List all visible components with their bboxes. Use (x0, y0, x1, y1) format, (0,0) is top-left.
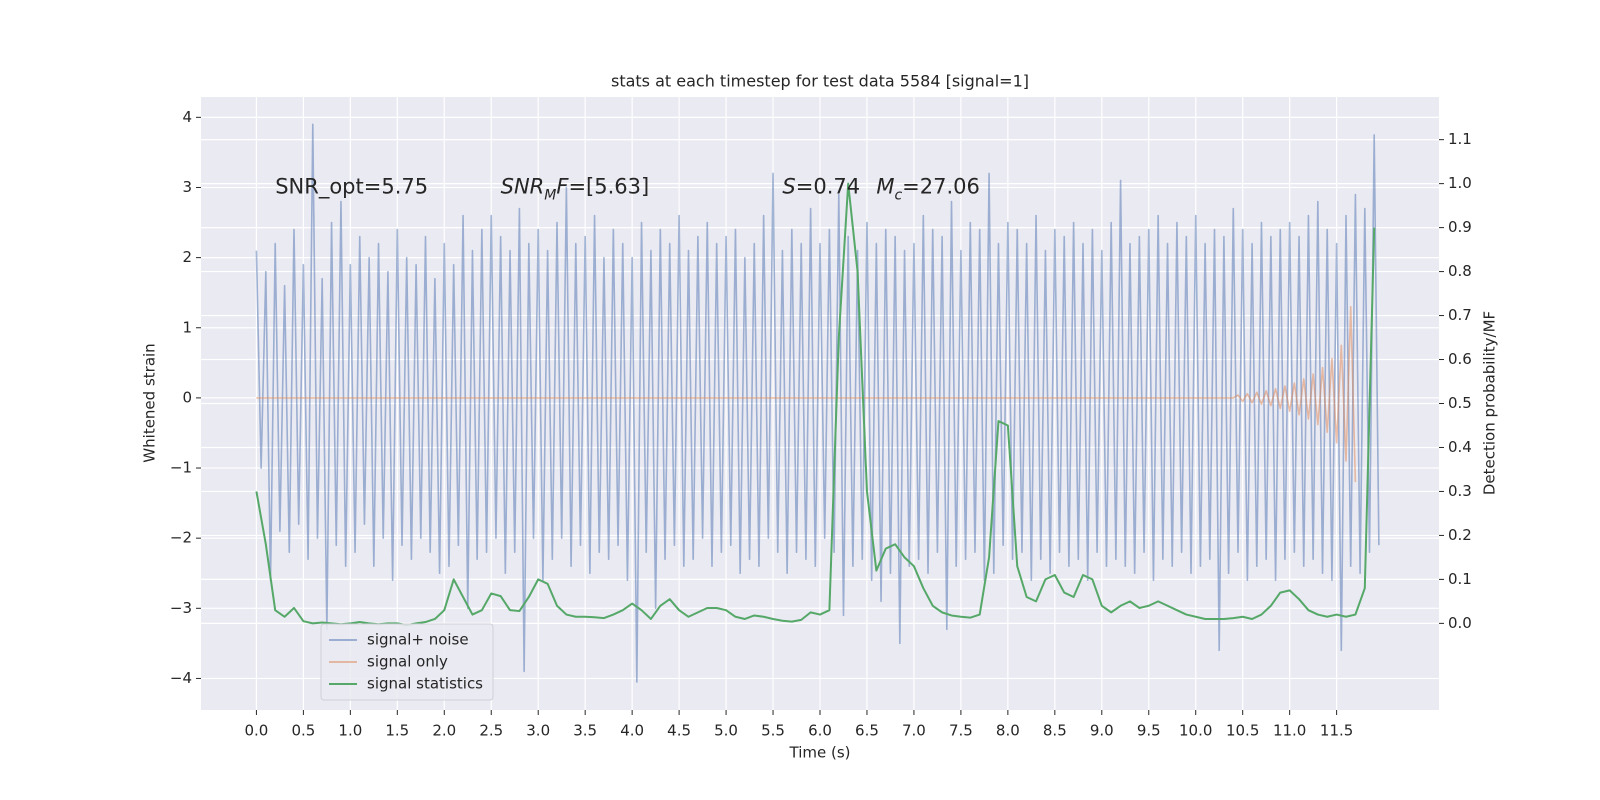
y-tick-label: 3 (182, 178, 192, 196)
x-tick-label: 6.0 (808, 722, 832, 740)
x-tick-label: 0.0 (244, 722, 268, 740)
annotation-part: SNR_opt=5.75 (275, 174, 428, 199)
y2-tick-label: 0.3 (1448, 482, 1472, 500)
x-tick-label: 3.0 (526, 722, 550, 740)
annotation-part: c (894, 187, 902, 203)
annotation-part: =[5.63] (568, 174, 649, 198)
y2-axis-label: Detection probability/MF (1481, 311, 1499, 495)
annotation-part: M (544, 187, 556, 203)
x-tick-label: 9.0 (1090, 722, 1114, 740)
annotation: SNR_opt=5.75 (275, 174, 428, 199)
series-line (256, 305, 1357, 483)
x-tick-label: 2.0 (432, 722, 456, 740)
y2-tick-label: 0.1 (1448, 570, 1472, 588)
y-tick-label: −3 (170, 599, 192, 617)
x-tick-label: 5.5 (761, 722, 785, 740)
x-tick-label: 7.0 (902, 722, 926, 740)
y2-tick-label: 0.2 (1448, 526, 1472, 544)
annotation-part: SNR (501, 174, 545, 198)
annotation: Mc=27.06 (876, 174, 980, 203)
x-tick-label: 4.0 (620, 722, 644, 740)
annotation: S=0.74 (782, 174, 860, 198)
x-tick-label: 1.5 (385, 722, 409, 740)
y2-tick-label: 0.8 (1448, 262, 1472, 280)
x-tick-label: 1.0 (338, 722, 362, 740)
y-tick-label: −1 (170, 459, 192, 477)
x-tick-label: 9.5 (1137, 722, 1161, 740)
y-tick-label: −2 (170, 529, 192, 547)
y-tick-label: 4 (182, 108, 192, 126)
x-tick-label: 8.5 (1043, 722, 1067, 740)
legend-box (320, 623, 494, 701)
y-axis-label: Whitened strain (141, 343, 159, 462)
y-tick-label: 1 (182, 318, 192, 336)
annotation-part: =0.74 (796, 174, 860, 198)
x-tick-label: 0.5 (291, 722, 315, 740)
x-tick-label: 11.0 (1273, 722, 1306, 740)
annotation: SNRMF=[5.63] (501, 174, 650, 203)
y-tick-label: 0 (182, 388, 192, 406)
y2-tick-label: 0.4 (1448, 438, 1472, 456)
x-tick-label: 10.5 (1226, 722, 1259, 740)
series-line (255, 182, 1376, 627)
y2-tick-label: 1.1 (1448, 130, 1472, 148)
x-axis-label: Time (s) (789, 744, 851, 762)
x-tick-label: 10.0 (1179, 722, 1212, 740)
x-tick-label: 6.5 (855, 722, 879, 740)
x-tick-label: 11.5 (1320, 722, 1353, 740)
x-tick-label: 2.5 (479, 722, 503, 740)
y2-tick-label: 0.7 (1448, 306, 1472, 324)
x-tick-label: 4.5 (667, 722, 691, 740)
y2-tick-label: 1.0 (1448, 174, 1472, 192)
x-tick-label: 7.5 (949, 722, 973, 740)
chart-title: stats at each timestep for test data 558… (611, 72, 1029, 91)
y2-tick-label: 0.0 (1448, 614, 1472, 632)
x-tick-label: 3.5 (573, 722, 597, 740)
x-tick-label: 8.0 (996, 722, 1020, 740)
annotation-part: F (556, 174, 569, 198)
legend-label: signal only (367, 653, 448, 671)
y2-tick-label: 0.9 (1448, 218, 1472, 236)
y2-tick-label: 0.6 (1448, 350, 1472, 368)
annotation-part: =27.06 (902, 174, 980, 198)
annotation-part: M (876, 174, 894, 198)
y-tick-label: −4 (170, 669, 192, 687)
annotation-part: S (782, 174, 795, 198)
legend-label: signal statistics (367, 675, 483, 693)
legend-label: signal+ noise (367, 631, 469, 649)
series-line (255, 123, 1380, 683)
x-tick-label: 5.0 (714, 722, 738, 740)
y-tick-label: 2 (182, 248, 192, 266)
y2-tick-label: 0.5 (1448, 394, 1472, 412)
